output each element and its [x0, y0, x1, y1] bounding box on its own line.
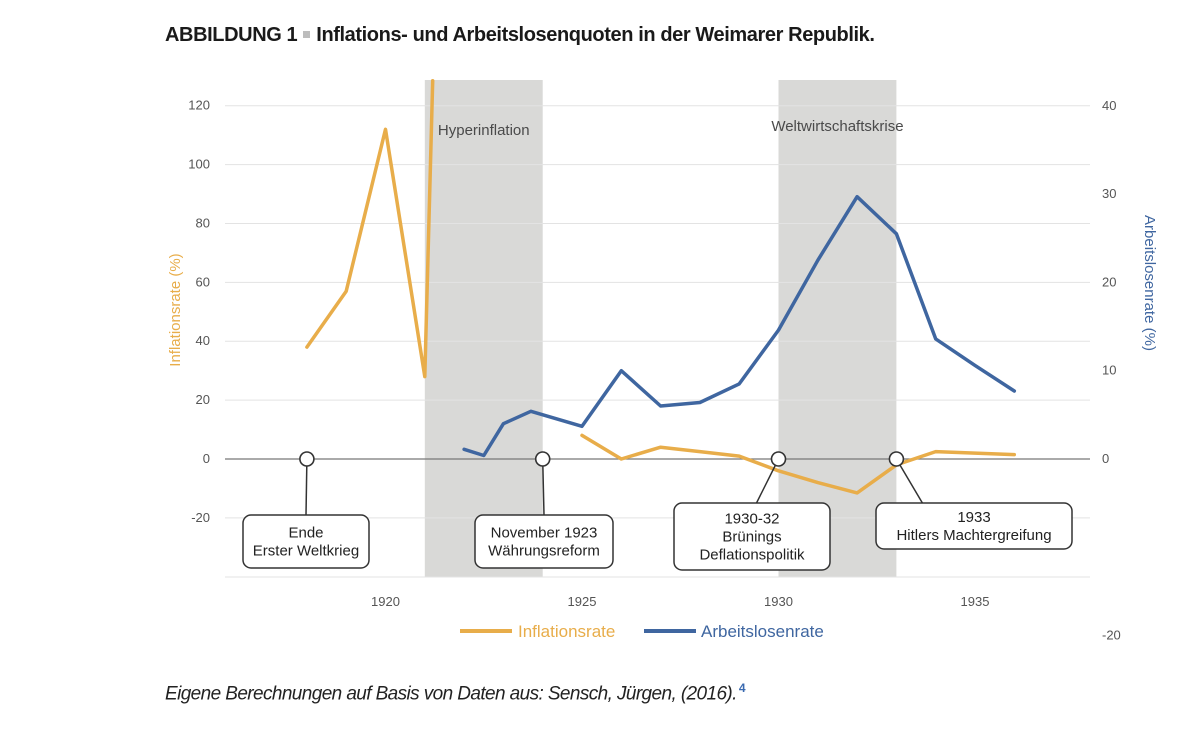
annotation-marker [888, 451, 905, 467]
annotation-marker [299, 451, 315, 467]
annotation-box [875, 502, 1073, 550]
y-tick-label: 60 [196, 274, 210, 289]
legend-label-inflation: Inflationsrate [518, 622, 615, 641]
x-tick-label: 1930 [764, 594, 793, 609]
annotation-text: Brünings [722, 529, 781, 546]
annotation-text: November 1923 [491, 525, 598, 542]
annotation-box [673, 502, 831, 571]
shade-label-1: Weltwirtschaftskrise [771, 118, 903, 135]
y2-tick-label: 20 [1102, 274, 1116, 289]
y-tick-label: 0 [203, 451, 210, 466]
series-lines [305, 78, 1017, 495]
annotation-text: Hitlers Machtergreifung [896, 527, 1051, 544]
source-text: Eigene Berechnungen auf Basis von Daten … [165, 683, 737, 705]
x-tick-label: 1920 [371, 594, 400, 609]
footnote-marker: 4 [738, 681, 746, 695]
annotation-text: Deflationspolitik [699, 547, 805, 564]
annotation-marker [534, 451, 551, 467]
y-axis-title: Inflationsrate (%) [167, 253, 184, 366]
y2-tick-label: 0 [1102, 451, 1109, 466]
title-separator [303, 31, 311, 39]
inflation-line-segment-0 [305, 78, 435, 379]
y-tick-label: 100 [188, 157, 210, 172]
x-tick-label: 1935 [961, 594, 990, 609]
figure-title: ABBILDUNG 1 Inflations- und Arbeitslosenq… [165, 24, 875, 47]
legend: Inflationsrate Arbeitslosenrate [460, 622, 824, 641]
y2-tick-label: 30 [1102, 186, 1116, 201]
y-tick-label: 20 [196, 392, 210, 407]
y-tick-label: 40 [196, 333, 210, 348]
annotation-text: Währungsreform [488, 543, 600, 560]
annotation-box [242, 514, 370, 569]
legend-label-unemployment: Arbeitslosenrate [701, 622, 824, 641]
source-note: Eigene Berechnungen auf Basis von Daten … [165, 681, 746, 705]
y2-tick-label: -20 [1102, 628, 1121, 643]
figure-label: ABBILDUNG 1 [165, 24, 298, 46]
annotation-text: 1930-32 [724, 511, 779, 528]
shade-period-0 [424, 80, 543, 577]
shade-period-1 [778, 80, 897, 577]
y2-tick-label: 40 [1102, 98, 1116, 113]
y-tick-label: 80 [196, 215, 210, 230]
annotation-marker [770, 451, 787, 467]
unemployment-line [462, 194, 1017, 458]
shaded-periods: Hyperinflation Weltwirtschaftskrise [424, 80, 904, 577]
shade-label-0: Hyperinflation [438, 122, 530, 139]
annotation-box [474, 514, 614, 569]
x-tick-label: 1925 [568, 594, 597, 609]
annotation-connector [895, 458, 924, 504]
y-tick-label: -20 [191, 510, 210, 525]
annotation-connector [305, 458, 308, 516]
y-tick-label: 120 [188, 98, 210, 113]
figure-title-text: Inflations- und Arbeitslosenquoten in de… [316, 24, 875, 46]
annotation-text: 1933 [957, 509, 990, 526]
axis-titles: Inflationsrate (%) Arbeitslosenrate (%) [167, 215, 1158, 367]
y2-axis-title: Arbeitslosenrate (%) [1141, 215, 1158, 351]
annotation-text: Ende [288, 525, 323, 542]
inflation-line-segment-1 [580, 433, 1017, 495]
annotation-text: Erster Weltkrieg [253, 543, 359, 560]
y2-tick-label: 10 [1102, 363, 1116, 378]
annotation-connector [541, 458, 545, 516]
annotation-connector [755, 458, 780, 504]
gridlines [225, 105, 1090, 578]
